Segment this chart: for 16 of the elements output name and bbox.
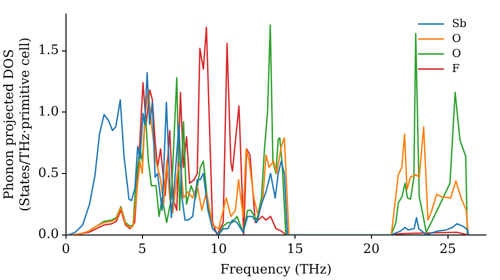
legend-label: Sb	[452, 16, 467, 30]
x-tick-label: 15	[286, 242, 304, 257]
x-tick-label: 0	[62, 242, 70, 257]
x-tick-label: 20	[363, 242, 380, 257]
x-tick-label: 25	[440, 242, 456, 257]
y-tick-label: 0.5	[38, 166, 59, 181]
y-tick-label: 1.0	[38, 104, 59, 120]
y-axis-title: Phonon projected DOS (States/THz·primitive cell)	[2, 37, 33, 212]
x-tick-label: 10	[210, 242, 227, 257]
x-tick-label: 5	[138, 242, 146, 257]
legend-label: O	[452, 46, 462, 60]
x-axis-title: Frequency (THz)	[220, 262, 332, 278]
legend-label: F	[452, 62, 460, 75]
y-tick-label: 0.0	[38, 227, 59, 242]
legend-label: O	[452, 32, 462, 45]
y-tick-label: 1.5	[38, 43, 59, 58]
